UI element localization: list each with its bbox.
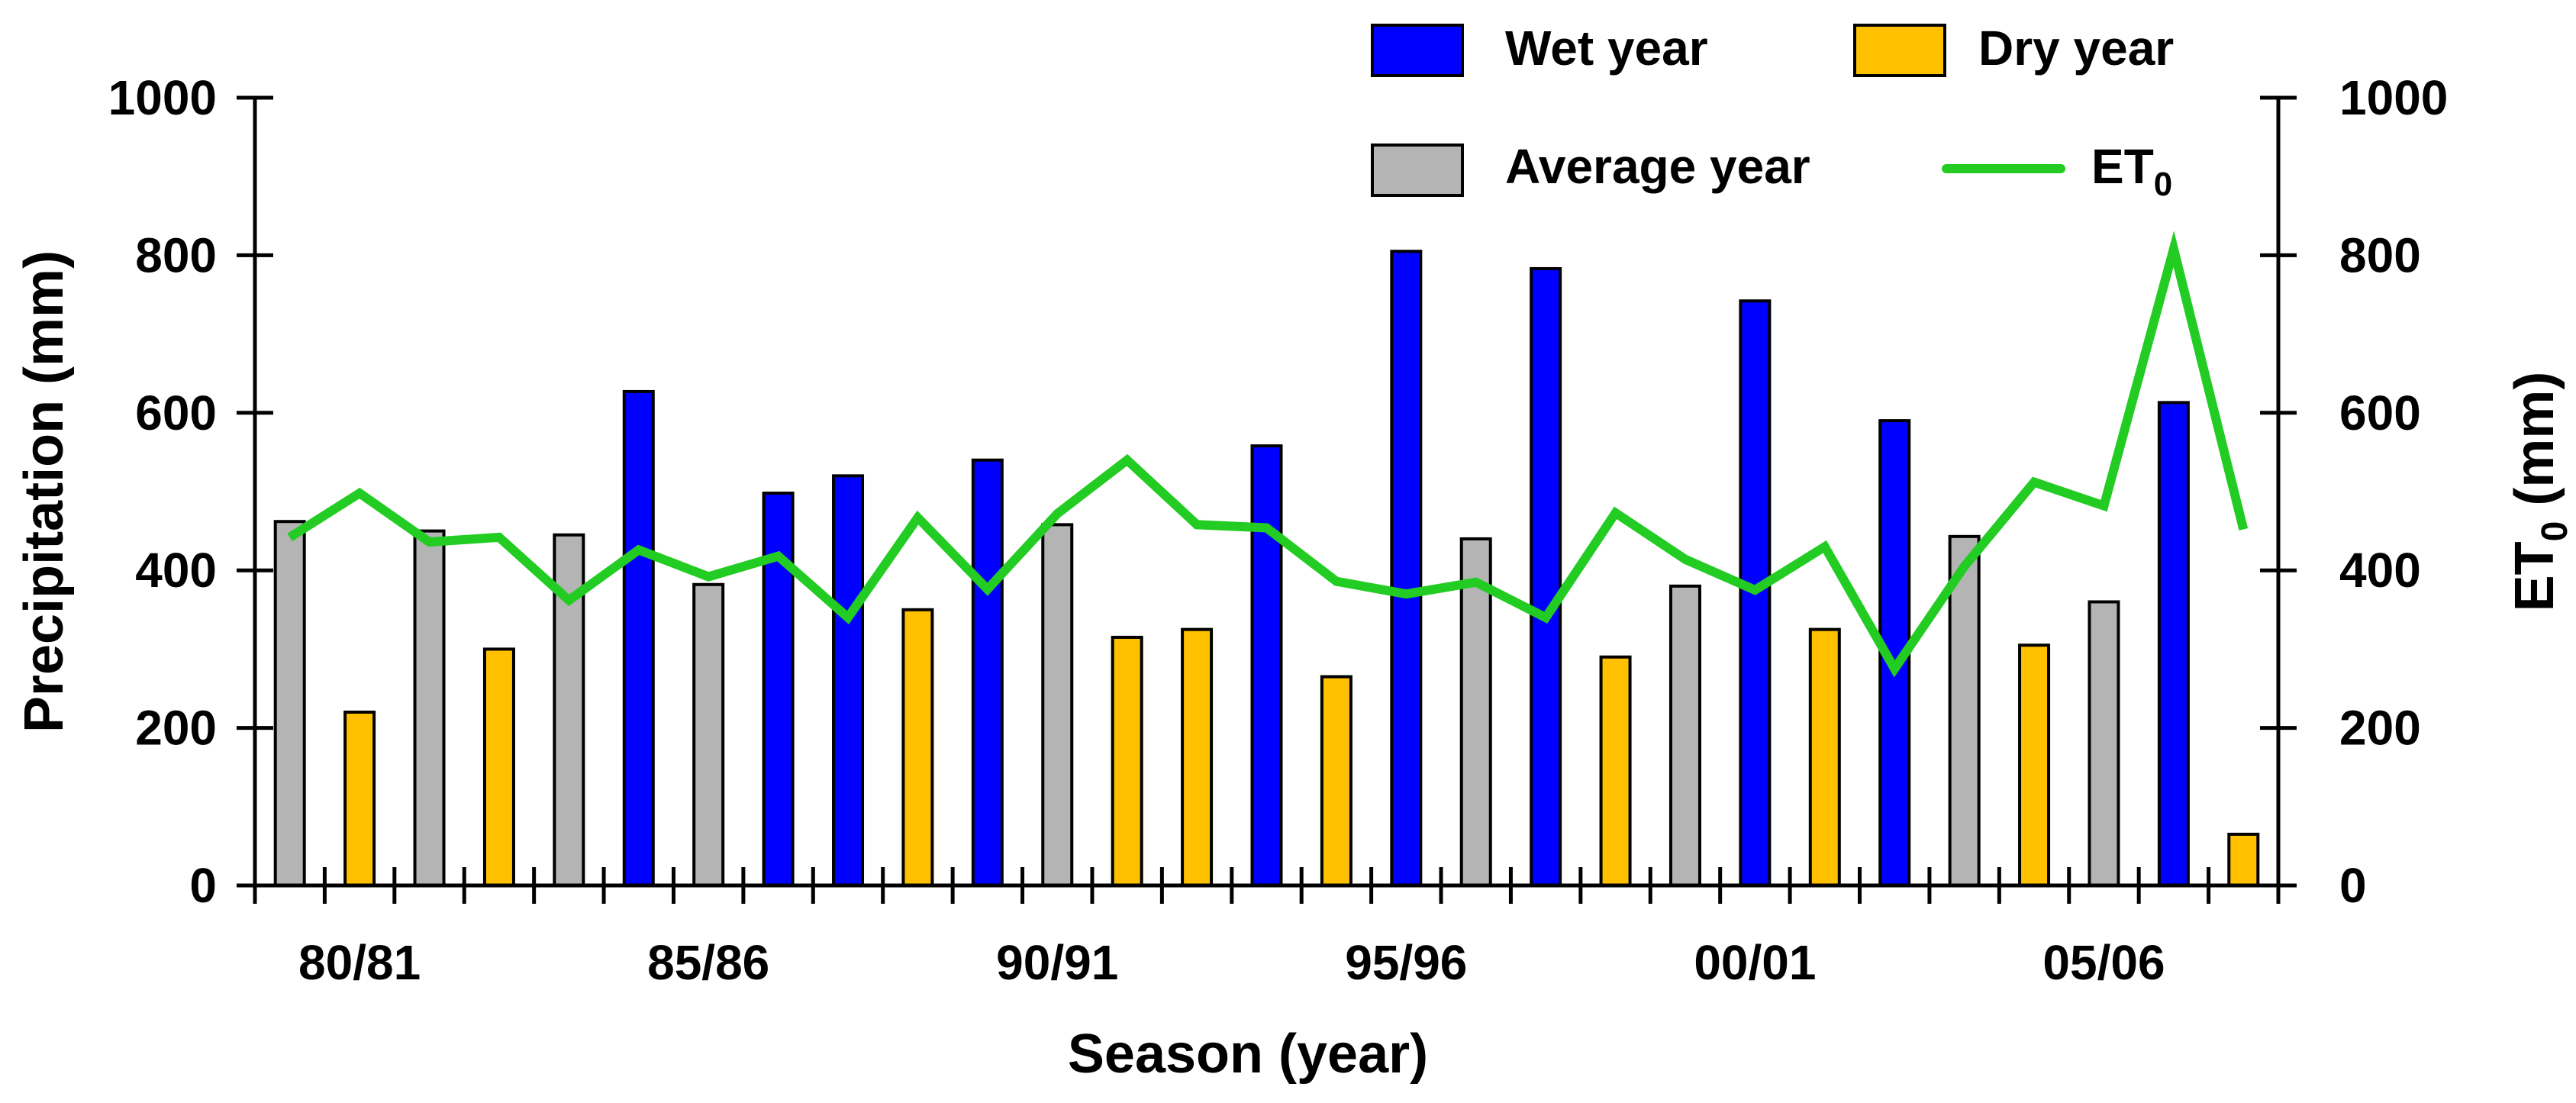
legend-label-average: Average year xyxy=(1505,139,1810,194)
bar-wet-18 xyxy=(1531,269,1560,885)
legend-label-wet: Wet year xyxy=(1505,21,1708,76)
left-y-tick-label: 1000 xyxy=(108,70,217,125)
legend-swatch-dry xyxy=(1855,25,1945,76)
legend-swatch-wet xyxy=(1372,25,1462,76)
right-y-tick-label: 1000 xyxy=(2339,70,2448,125)
bar-dry-9 xyxy=(903,610,932,885)
bar-dry-25 xyxy=(2020,645,2049,885)
bar-dry-3 xyxy=(485,649,514,885)
bar-dry-28 xyxy=(2229,834,2258,885)
x-tick-label: 90/91 xyxy=(996,935,1118,990)
bar-average-6 xyxy=(694,585,723,885)
x-axis-title: Season (year) xyxy=(1068,1024,1428,1085)
left-y-tick-label: 200 xyxy=(135,701,217,756)
bar-wet-16 xyxy=(1391,251,1420,885)
x-tick-label: 05/06 xyxy=(2042,935,2165,990)
bar-wet-10 xyxy=(973,460,1002,885)
bar-dry-15 xyxy=(1322,677,1351,885)
bar-wet-27 xyxy=(2159,402,2188,885)
right-y-tick-label: 800 xyxy=(2339,227,2421,282)
bar-average-26 xyxy=(2089,601,2118,885)
bar-average-0 xyxy=(276,521,305,885)
legend: Wet year Dry year Average year ET0 xyxy=(1372,21,2174,203)
legend-label-dry: Dry year xyxy=(1978,21,2174,76)
bar-wet-14 xyxy=(1253,446,1282,885)
bar-average-20 xyxy=(1671,586,1700,885)
x-tick-label: 00/01 xyxy=(1694,935,1816,990)
bar-wet-5 xyxy=(624,392,653,885)
bar-average-2 xyxy=(415,531,444,885)
left-y-axis-title: Precipitation (mm) xyxy=(14,250,75,733)
x-tick-label: 85/86 xyxy=(647,935,769,990)
bar-dry-1 xyxy=(345,712,374,885)
left-y-tick-label: 0 xyxy=(189,858,217,913)
left-y-tick-label: 800 xyxy=(135,227,217,282)
right-y-axis-title-suffix: (mm) xyxy=(2504,372,2565,521)
left-y-tick-label: 400 xyxy=(135,543,217,598)
bar-average-11 xyxy=(1043,524,1072,885)
right-y-axis-title-subscript: 0 xyxy=(2535,521,2575,542)
x-tick-label: 95/96 xyxy=(1345,935,1467,990)
right-y-tick-label: 200 xyxy=(2339,701,2421,756)
right-y-axis-title: ET0 (mm) xyxy=(2504,372,2575,612)
bar-dry-12 xyxy=(1113,637,1142,885)
bar-dry-13 xyxy=(1182,630,1211,885)
right-y-axis-title-base: ET xyxy=(2504,541,2565,611)
right-y-tick-label: 0 xyxy=(2339,858,2367,913)
legend-swatch-average xyxy=(1372,145,1462,195)
legend-label-et0-base: ET xyxy=(2091,139,2154,194)
x-tick-label: 80/81 xyxy=(298,935,421,990)
bar-wet-8 xyxy=(833,476,862,885)
bar-dry-22 xyxy=(1810,630,1839,885)
left-y-tick-label: 600 xyxy=(135,385,217,440)
legend-label-et0-subscript: 0 xyxy=(2154,166,2172,203)
bar-dry-19 xyxy=(1601,657,1630,885)
legend-label-et0: ET0 xyxy=(2091,139,2172,203)
right-y-tick-label: 600 xyxy=(2339,385,2421,440)
right-y-tick-label: 400 xyxy=(2339,543,2421,598)
